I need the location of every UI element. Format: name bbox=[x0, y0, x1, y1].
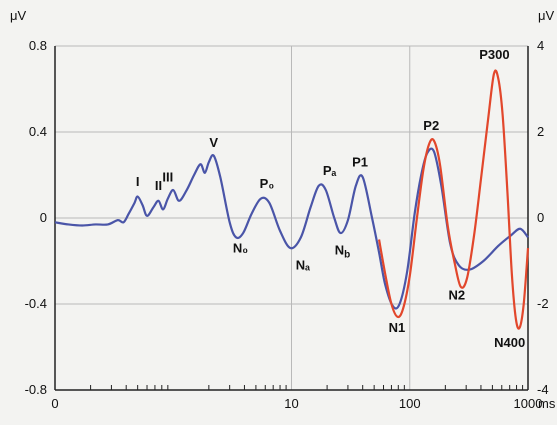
left-axis-unit: μV bbox=[10, 8, 26, 23]
x-tick-label: 0 bbox=[51, 396, 58, 411]
x-axis-unit: ms bbox=[538, 396, 556, 411]
left-tick-label: 0.8 bbox=[29, 38, 47, 53]
tick-labels: 0.8 0.4 0 -0.4 -0.8 4 2 0 -2 -4 0 10 100 1000 μV μV ms bbox=[10, 8, 556, 411]
right-tick-label: 0 bbox=[537, 210, 544, 225]
peak-label: N₀ bbox=[233, 240, 248, 255]
x-tick-label: 100 bbox=[399, 396, 421, 411]
left-tick-label: 0.4 bbox=[29, 124, 47, 139]
peak-label: N2 bbox=[448, 288, 465, 303]
peak-label: P300 bbox=[479, 47, 509, 62]
late-response-line bbox=[377, 69, 530, 330]
x-tick-label: 1000 bbox=[514, 396, 543, 411]
left-tick-label: -0.8 bbox=[25, 382, 47, 397]
peak-label: N1 bbox=[389, 320, 406, 335]
peak-label: N400 bbox=[494, 335, 525, 350]
x-tick-label: 10 bbox=[284, 396, 298, 411]
right-axis-unit: μV bbox=[538, 8, 554, 23]
peak-label: P₀ bbox=[260, 176, 275, 191]
right-tick-label: -4 bbox=[537, 382, 549, 397]
right-tick-label: 4 bbox=[537, 38, 544, 53]
series bbox=[54, 69, 530, 330]
peak-label: P2 bbox=[423, 118, 439, 133]
peak-label: V bbox=[209, 135, 218, 150]
right-tick-label: 2 bbox=[537, 124, 544, 139]
left-tick-label: -0.4 bbox=[25, 296, 47, 311]
right-tick-label: -2 bbox=[537, 296, 549, 311]
axes bbox=[54, 46, 529, 391]
peak-label: Nb bbox=[335, 243, 351, 261]
peak-label: III bbox=[162, 169, 173, 184]
left-tick-label: 0 bbox=[40, 210, 47, 225]
peak-label: Pₐ bbox=[323, 163, 337, 178]
peak-label: I bbox=[136, 174, 140, 189]
peak-label: II bbox=[155, 178, 162, 193]
peak-label: Nₐ bbox=[296, 258, 310, 273]
peak-label: P1 bbox=[352, 154, 368, 169]
